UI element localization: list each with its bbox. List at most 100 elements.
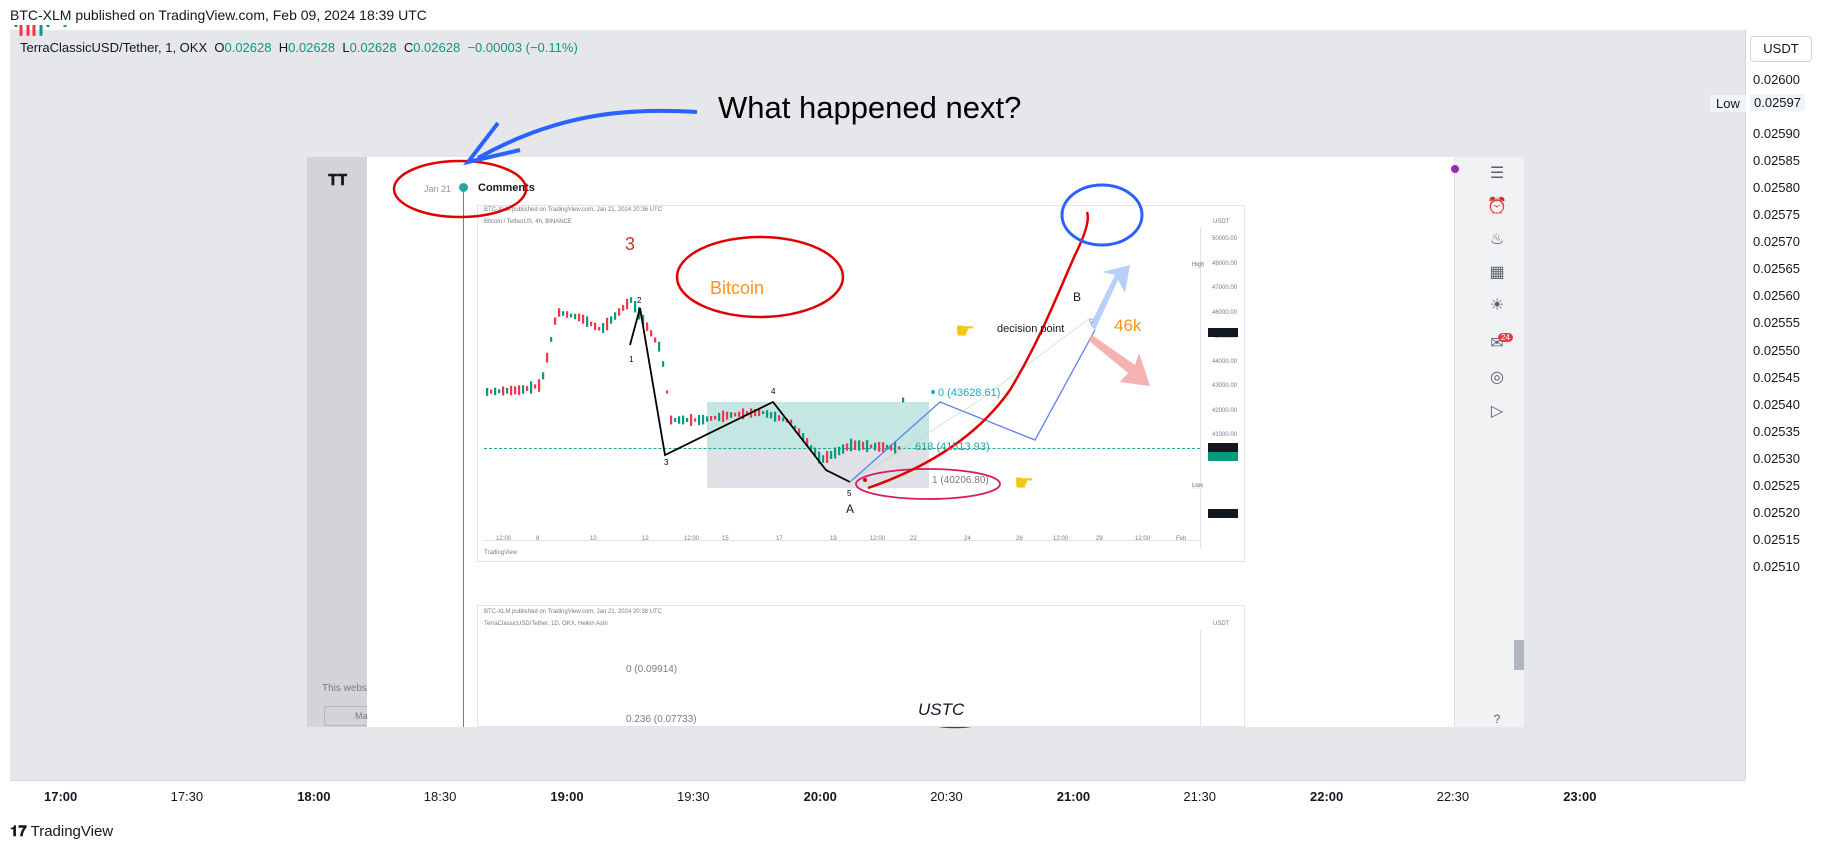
time-tick: 21:00	[1056, 789, 1091, 804]
inner-candle	[654, 337, 657, 343]
legend-c-label: C	[403, 40, 414, 55]
time-axis[interactable]	[10, 780, 1745, 814]
price-axis[interactable]	[1745, 30, 1824, 780]
inner-candle	[826, 451, 829, 463]
inner-price-tag-dark-3	[1208, 509, 1238, 518]
fib-1-label: 1 (40206.80)	[932, 475, 989, 486]
inner-candle	[674, 418, 677, 422]
streams-icon[interactable]: ◎	[1490, 369, 1504, 386]
candle	[63, 25, 67, 27]
embedded-scrollbar[interactable]	[1514, 640, 1524, 670]
tradingview-brand: 𝟏𝟕 TradingView	[10, 822, 113, 840]
inner-candle	[534, 384, 537, 389]
price-tick: 0.02600	[1753, 72, 1800, 87]
help-icon[interactable]: ?	[1493, 712, 1501, 726]
inner-candle	[578, 313, 581, 322]
legend-h-label: H	[278, 40, 289, 55]
inner-candle	[846, 443, 849, 451]
inner-candle	[558, 308, 561, 317]
published-header: BTC-XLM published on TradingView.com, Fe…	[10, 7, 427, 23]
card2-fib236-label: 0.236 (0.07733)	[626, 714, 697, 725]
inner-candle	[858, 440, 861, 451]
inner-candle	[618, 308, 621, 316]
inner-candle	[642, 314, 645, 326]
inner-candle	[830, 451, 833, 459]
inner-candle	[818, 451, 821, 464]
wave-3-label-red: 3	[625, 234, 636, 254]
tv-logo-partial-icon: 𝐓𝐓	[328, 172, 348, 189]
inner-candle	[882, 442, 885, 452]
candle	[26, 25, 30, 36]
price-tick: 0.02575	[1753, 207, 1800, 223]
inner-candle	[886, 444, 889, 450]
inner-candle	[762, 411, 765, 415]
wave-5-label: 5	[847, 489, 852, 498]
candles-svg	[14, 25, 67, 36]
annotation-circle-date	[392, 159, 528, 219]
inner-candle	[590, 321, 593, 327]
inner-time-tick: Feb	[1176, 536, 1187, 542]
inner-time-tick: 12:00	[1053, 536, 1069, 542]
inner-candle	[698, 414, 701, 426]
price-tick: 0.02580	[1753, 180, 1800, 196]
price-tick: 0.02540	[1753, 396, 1800, 412]
low-label: Low	[1710, 95, 1746, 112]
inner-candle	[790, 419, 793, 425]
inner-candle	[514, 386, 517, 395]
candle	[32, 25, 36, 36]
inner-candle	[838, 446, 841, 456]
legend-l-label: L	[342, 40, 350, 55]
inner-candle	[650, 330, 653, 337]
inner-candle	[598, 327, 601, 331]
inner-price-tick: 45000.00	[1212, 334, 1238, 340]
inner-time-tick: 24	[964, 536, 971, 542]
inner-candle	[814, 447, 817, 458]
watchlist-icon[interactable]: ☰	[1489, 165, 1505, 182]
inner-candle	[530, 381, 533, 394]
inner-candle	[890, 444, 893, 451]
annotation-blue-circle	[1060, 183, 1144, 247]
time-tick: 23:00	[1563, 789, 1597, 804]
price-tick: 0.02510	[1753, 558, 1800, 574]
inner-candle	[778, 415, 781, 421]
embedded-scroll-track	[1514, 157, 1524, 727]
side-button[interactable]: Ma	[324, 706, 368, 726]
embedded-right-sidebar	[1454, 157, 1524, 727]
inner-candle	[726, 411, 729, 420]
time-tick: 17:30	[170, 789, 204, 804]
inner-candle	[730, 412, 733, 418]
inner-candle	[878, 442, 881, 452]
inner-candle	[506, 387, 509, 394]
alarm-icon[interactable]: ⏰	[1487, 198, 1507, 215]
wave-b-label: B	[1073, 290, 1082, 304]
inner-candle	[810, 445, 813, 450]
inner-candle	[754, 409, 757, 417]
hotlist-icon[interactable]: ♨	[1489, 231, 1505, 248]
inner-time-tick: 26	[1016, 536, 1023, 542]
bullish-arrow-icon	[1090, 265, 1130, 330]
comments-tab[interactable]: Comments	[478, 182, 535, 194]
inner-time-tick: 19	[830, 536, 837, 542]
low-value: 0.02597	[1750, 94, 1805, 111]
ideas-icon[interactable]: ☀	[1489, 297, 1505, 314]
card2-fib0-label: 0 (0.09914)	[626, 664, 678, 675]
inner-time-tick: 12:00	[496, 536, 512, 542]
inner-time-tick: 15	[722, 536, 729, 542]
fib-0-label: 0 (43628.61)	[938, 387, 1001, 399]
currency-button[interactable]: USDT	[1750, 36, 1812, 62]
inner-candle	[794, 425, 797, 429]
play-icon[interactable]: ▷	[1490, 403, 1504, 420]
inner-candle	[682, 415, 685, 425]
inner-candle	[498, 389, 501, 394]
price-tick: 0.02535	[1753, 423, 1800, 439]
calendar-icon[interactable]: ▦	[1489, 264, 1505, 281]
inner-candle	[538, 379, 541, 392]
inner-candle	[554, 317, 557, 325]
inner-candle	[630, 297, 633, 303]
time-tick: 19:30	[677, 789, 710, 804]
time-tick: 22:30	[1436, 789, 1470, 804]
legend-close: 0.02628	[413, 40, 461, 55]
annotation-circle-bitcoin	[675, 235, 845, 319]
46k-label: 46k	[1114, 316, 1142, 335]
card1-header: BTC-XLM published on TradingView.com, Ja…	[484, 207, 662, 213]
